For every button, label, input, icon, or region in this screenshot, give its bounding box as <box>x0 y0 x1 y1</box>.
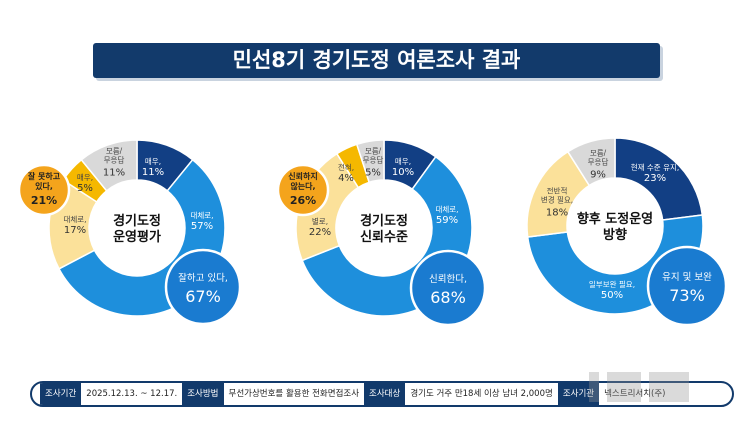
donut-segment <box>80 139 138 192</box>
segment-value: 17% <box>64 225 86 236</box>
center-label: 향후 도정운영 방향 <box>577 211 653 243</box>
segment-value: 5% <box>365 168 381 179</box>
donut-segment <box>566 137 616 187</box>
callout-label: 신뢰하지 않는다, <box>288 171 317 191</box>
segment-label: 모름/무응답 <box>588 149 609 167</box>
center-label: 경기도정 신뢰수준 <box>360 213 408 245</box>
segment-value: 10% <box>392 167 414 178</box>
survey-target-label: 조사대상 <box>364 383 406 405</box>
donut-segment <box>355 139 385 184</box>
segment-label: 전반적 변경 필요, <box>541 186 573 205</box>
callout-circle <box>17 163 71 217</box>
segment-value: 9% <box>590 170 606 181</box>
callout-label: 잘 못하고 있다, <box>28 171 61 191</box>
segment-label: 별로, <box>312 216 328 226</box>
segment-value: 5% <box>77 183 93 194</box>
survey-agency-label: 조사기관 <box>557 383 600 405</box>
segment-label: 전혀, <box>338 162 354 172</box>
survey-method-value: 무선가상번호를 활용한 전화면접조사 <box>228 389 360 399</box>
survey-period-value: 2025.12.13. ~ 12.17. <box>86 389 178 399</box>
survey-period-label: 조사기간 <box>40 383 82 405</box>
segment-value: 50% <box>601 290 623 301</box>
page-title: 민선8기 경기도정 여론조사 결과 <box>93 43 660 78</box>
segment-label: 매우, <box>77 173 93 182</box>
segment-value: 11% <box>103 168 125 179</box>
segment-value: 18% <box>546 208 568 219</box>
callout-label: 유지 및 보완 <box>662 271 712 283</box>
segment-value: 59% <box>436 215 458 226</box>
callout-circle <box>276 163 330 217</box>
survey-agency-value: 넥스트리서치(주) <box>604 389 666 399</box>
survey-target-value: 경기도 거주 만18세 이상 남녀 2,000명 <box>410 389 553 399</box>
segment-label: 현재 수준 유지, <box>631 163 680 172</box>
callout-value: 21% <box>31 194 57 207</box>
survey-method-label: 조사방법 <box>182 383 224 405</box>
center-label: 경기도정 운영평가 <box>113 213 161 245</box>
segment-label: 일부보완 필요, <box>589 279 635 289</box>
callout-label: 잘하고 있다, <box>178 272 228 284</box>
callout-value: 26% <box>290 194 316 207</box>
segment-label: 모름/무응답 <box>104 147 125 165</box>
segment-value: 22% <box>309 227 331 238</box>
callout-value: 68% <box>430 288 466 307</box>
segment-value: 11% <box>142 167 164 178</box>
callout-circle <box>409 249 487 327</box>
callout-circle <box>164 248 242 326</box>
segment-value: 4% <box>338 173 354 184</box>
callout-value: 73% <box>669 286 705 305</box>
callout-label: 신뢰한다, <box>429 274 467 285</box>
segment-value: 57% <box>191 221 213 232</box>
segment-label: 대체로, <box>190 210 213 220</box>
segment-label: 대체로, <box>63 214 86 224</box>
segment-label: 매우, <box>395 157 411 166</box>
donut-chart-3: 현재 수준 유지,23% 일부보완 필요,50% 전반적 변경 필요, 18% 모름/무응… <box>526 137 728 327</box>
donut-chart-2: 매우,10% 대체로,59% 별로,22% 전혀,4% 모름/무응답 5% 경기도정 신뢰수준… <box>276 139 487 327</box>
callout-value: 67% <box>185 287 221 306</box>
segment-label: 모름/무응답 <box>363 147 384 165</box>
callout-circle <box>646 245 728 327</box>
segment-value: 23% <box>644 173 666 184</box>
survey-info-bar: 조사기간 2025.12.13. ~ 12.17. 조사방법 무선가상번호를 활… <box>30 381 734 407</box>
segment-label: 대체로, <box>435 204 458 214</box>
segment-label: 매우, <box>145 157 161 166</box>
